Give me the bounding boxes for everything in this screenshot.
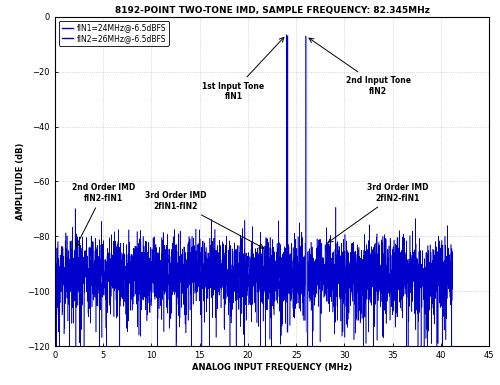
Text: 2nd Order IMD
fIN2-fIN1: 2nd Order IMD fIN2-fIN1 xyxy=(72,183,135,246)
Legend: fIN1=24MHz@-6.5dBFS, fIN2=26MHz@-6.5dBFS: fIN1=24MHz@-6.5dBFS, fIN2=26MHz@-6.5dBFS xyxy=(59,20,169,46)
Y-axis label: AMPLITUDE (dB): AMPLITUDE (dB) xyxy=(16,143,24,220)
X-axis label: ANALOG INPUT FREQUENCY (MHz): ANALOG INPUT FREQUENCY (MHz) xyxy=(192,363,352,372)
Text: 1st Input Tone
fIN1: 1st Input Tone fIN1 xyxy=(202,37,284,101)
Text: 3rd Order IMD
2fIN1-fIN2: 3rd Order IMD 2fIN1-fIN2 xyxy=(145,191,264,248)
Text: 3rd Order IMD
2fIN2-fIN1: 3rd Order IMD 2fIN2-fIN1 xyxy=(328,183,428,242)
Text: 2nd Input Tone
fIN2: 2nd Input Tone fIN2 xyxy=(309,38,410,95)
Title: 8192-POINT TWO-TONE IMD, SAMPLE FREQUENCY: 82.345MHz: 8192-POINT TWO-TONE IMD, SAMPLE FREQUENC… xyxy=(114,5,430,15)
